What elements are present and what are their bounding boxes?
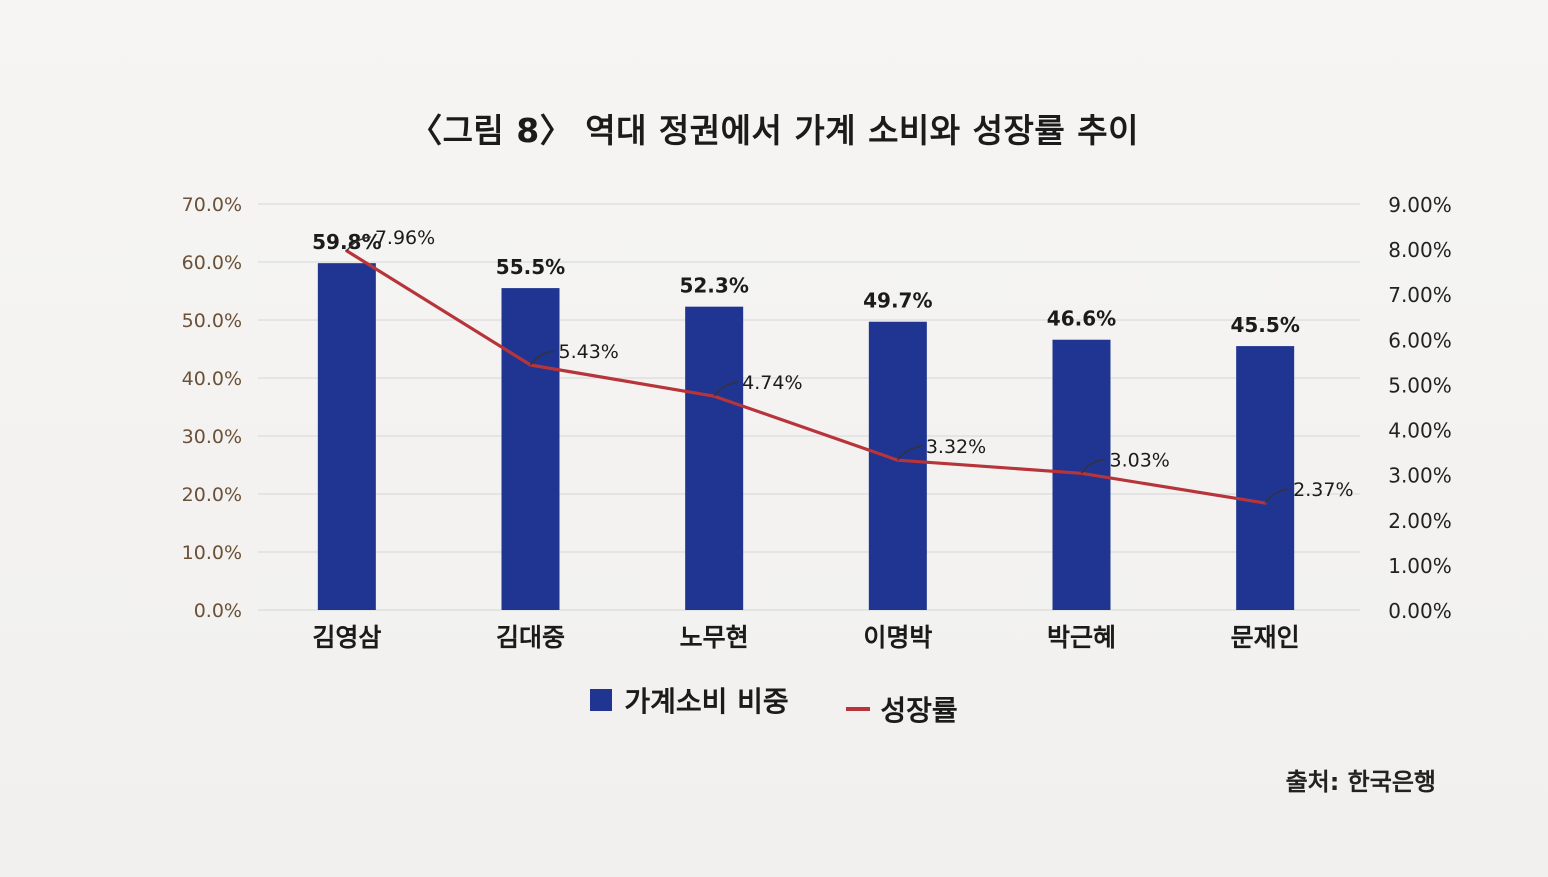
line-value-label: 3.03% (1110, 449, 1170, 471)
left-axis-tick: 50.0% (182, 310, 242, 332)
bar-value-label: 52.3% (679, 274, 748, 298)
line-value-label: 7.96% (375, 227, 435, 249)
left-axis-tick: 60.0% (182, 252, 242, 274)
left-axis-tick: 40.0% (182, 368, 242, 390)
left-axis-tick: 0.0% (194, 600, 242, 622)
bar (1236, 346, 1295, 610)
legend-bar-swatch (590, 689, 613, 711)
right-axis-tick: 5.00% (1388, 373, 1452, 397)
bar-value-label: 55.5% (496, 255, 565, 279)
legend-item-line: 성장률 (846, 689, 958, 729)
bar (501, 288, 560, 610)
x-axis-category-label: 노무현 (680, 623, 749, 652)
left-axis-tick: 70.0% (182, 194, 242, 216)
left-axis-tick: 20.0% (182, 484, 242, 506)
right-axis-tick: 9.00% (1388, 193, 1452, 217)
line-label-leader (1080, 458, 1106, 474)
line-value-label: 4.74% (742, 372, 802, 394)
legend-line-label: 성장률 (880, 694, 958, 727)
line-label-leader (346, 236, 371, 252)
line-value-label: 5.43% (559, 341, 619, 363)
line-label-leader (897, 445, 922, 461)
x-axis-category-label: 문재인 (1231, 623, 1300, 652)
bar-value-label: 46.6% (1047, 307, 1116, 331)
line-value-label: 2.37% (1293, 479, 1353, 501)
chart-legend: 가계소비 비중 성장률 (0, 680, 1548, 729)
left-axis-tick: 30.0% (182, 426, 242, 448)
source-note: 출처: 한국은행 (1285, 768, 1436, 796)
right-axis-tick: 7.00% (1388, 283, 1452, 307)
bar-value-label: 45.5% (1230, 313, 1299, 337)
bar (868, 321, 927, 610)
legend-bar-label: 가계소비 비중 (624, 685, 789, 718)
bar (685, 306, 744, 610)
legend-item-bar: 가계소비 비중 (590, 680, 789, 720)
x-axis-category-label: 김영삼 (312, 623, 381, 652)
line-value-label: 3.32% (926, 436, 986, 458)
bar (317, 263, 376, 610)
chart-title: 〈그림 8〉 역대 정권에서 가계 소비와 성장률 추이 (409, 111, 1139, 150)
x-axis-category-label: 김대중 (496, 623, 565, 652)
left-axis-tick: 10.0% (182, 542, 242, 564)
growth-line (345, 249, 1267, 505)
bar-value-label: 49.7% (863, 289, 932, 313)
x-axis-category-label: 박근혜 (1047, 623, 1116, 652)
right-axis-tick: 6.00% (1388, 328, 1452, 352)
line-label-leader (529, 350, 555, 366)
right-axis-tick: 3.00% (1388, 464, 1452, 488)
right-axis-tick: 4.00% (1388, 419, 1452, 443)
line-label-leader (713, 381, 739, 397)
right-axis-tick: 1.00% (1388, 554, 1452, 578)
legend-line-swatch (846, 707, 871, 711)
line-label-leader (1264, 488, 1290, 504)
right-axis-tick: 2.00% (1388, 509, 1452, 533)
right-axis-tick: 0.00% (1388, 599, 1452, 623)
x-axis-category-label: 이명박 (863, 623, 932, 652)
right-axis-tick: 8.00% (1388, 238, 1452, 262)
